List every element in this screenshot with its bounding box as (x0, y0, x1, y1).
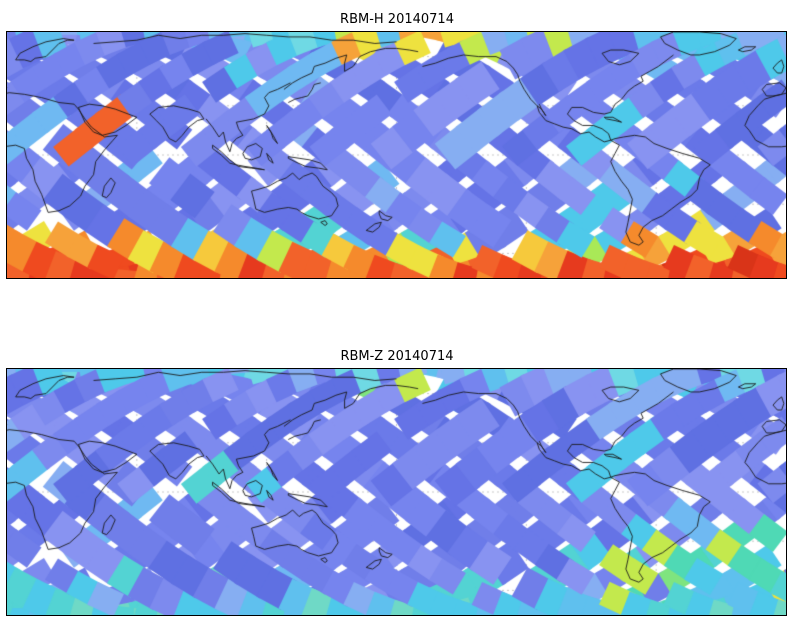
panel-title-rbm-h: RBM-H 20140714 (340, 12, 454, 27)
map-canvas-rbm-h (6, 31, 787, 279)
map-canvas-rbm-z (6, 368, 787, 616)
panel-title-rbm-z: RBM-Z 20140714 (340, 349, 454, 364)
